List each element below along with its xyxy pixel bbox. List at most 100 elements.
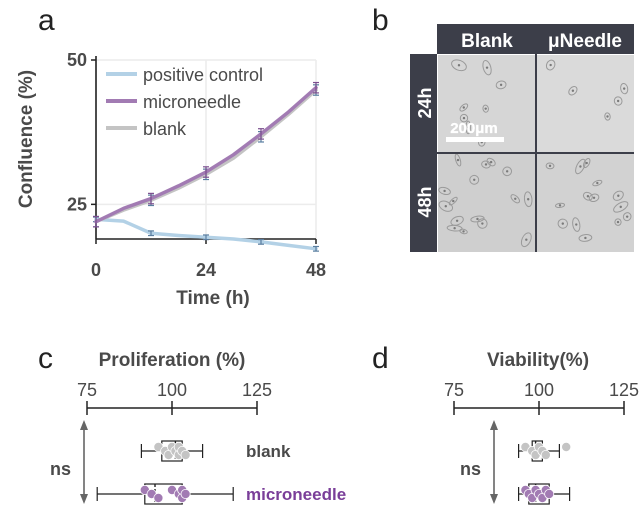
group-label-microneedle: microneedle <box>246 485 346 504</box>
panel-b: b Blank μNeedle 24h 48h 200μm <box>372 4 634 252</box>
cell-nucleus <box>584 236 587 240</box>
chart-c-plot: 75 100 125 blank microneedle ns <box>50 380 346 505</box>
box-microneedle <box>96 483 234 505</box>
cell-nucleus <box>622 87 626 90</box>
cell-outline <box>523 191 533 208</box>
cell-nucleus <box>625 215 629 218</box>
cell-nucleus <box>484 107 487 110</box>
cell-nucleus <box>484 163 488 166</box>
data-point <box>540 449 551 460</box>
cell-outline <box>454 153 462 167</box>
data-point <box>180 488 191 499</box>
cell-nucleus <box>596 181 599 185</box>
cell-nucleus <box>489 160 493 164</box>
box-group-2 <box>517 483 571 505</box>
cell-outline <box>438 200 454 212</box>
cell-nucleus <box>466 126 470 129</box>
cell-outline <box>582 191 593 201</box>
x-tick-label: 24 <box>196 260 216 280</box>
chart-c-title: Proliferation (%) <box>99 350 246 371</box>
box-blank <box>140 440 204 462</box>
x-tick-label: 48 <box>306 260 326 280</box>
cell-outline <box>486 157 496 167</box>
cell-nucleus <box>585 161 588 165</box>
cell-nucleus <box>481 222 484 225</box>
cell-nucleus <box>571 89 575 92</box>
micrograph-uneedle-48h <box>537 154 634 252</box>
cell-nucleus <box>476 217 479 221</box>
cell-nucleus <box>473 178 476 182</box>
cell-nucleus <box>443 189 446 193</box>
chart-a-legend: positive control microneedle blank <box>106 65 263 139</box>
legend-label: microneedle <box>143 92 241 112</box>
error-bar <box>148 192 154 205</box>
cell-nucleus <box>462 106 465 109</box>
x-tick-label: 0 <box>91 260 101 280</box>
cell-nucleus <box>444 204 447 208</box>
cell-nucleus <box>499 83 503 87</box>
x-tick-label: 100 <box>157 380 187 400</box>
cell-outline <box>459 113 469 123</box>
group-label-blank: blank <box>246 442 291 461</box>
error-bar <box>313 245 319 252</box>
cell-nucleus <box>617 194 620 197</box>
cell-outline <box>482 104 489 113</box>
x-tick-label: 75 <box>77 380 97 400</box>
cell-nucleus <box>455 219 459 223</box>
cell-outline <box>510 194 521 204</box>
panel-d-label: d <box>372 342 389 375</box>
cell-nucleus <box>592 196 596 200</box>
cell-outline <box>520 232 532 248</box>
cell-outline <box>614 218 622 226</box>
panel-c: c Proliferation (%) 75 100 125 blank microne… <box>38 342 346 505</box>
data-point <box>153 492 164 503</box>
significance-arrow-head-down <box>490 494 498 504</box>
cell-nucleus <box>575 223 578 226</box>
significance-label: ns <box>50 459 71 479</box>
microscopy-row-24h: 24h <box>415 87 435 118</box>
cell-nucleus <box>462 230 465 233</box>
cell-outline <box>459 103 469 112</box>
cell-outline <box>502 166 513 177</box>
micrograph-uneedle-24h <box>537 55 634 152</box>
chart-a-grid <box>95 59 317 239</box>
cell-outline <box>604 112 611 121</box>
panel-b-label: b <box>372 4 389 37</box>
cell-nucleus <box>514 197 517 200</box>
scale-bar <box>446 137 504 142</box>
cell-outline <box>495 80 507 90</box>
cell-outline <box>568 86 578 96</box>
cell-nucleus <box>619 205 622 209</box>
cell-outline <box>545 162 555 170</box>
error-bar <box>93 215 99 228</box>
chart-d-plot: 75 100 125 ns <box>444 380 639 505</box>
cell-outline <box>557 218 568 229</box>
y-tick-label: 50 <box>67 50 87 70</box>
chart-a-axes: 0 24 48 25 50 <box>67 50 326 280</box>
cell-outline <box>465 120 471 135</box>
scale-bar-label: 200μm <box>450 120 498 137</box>
cell-outline <box>451 59 467 72</box>
cell-nucleus <box>453 227 456 230</box>
error-bar <box>203 234 209 241</box>
x-tick-label: 100 <box>524 380 554 400</box>
cell-outline <box>612 190 624 201</box>
cell-outline <box>613 96 623 106</box>
cell-outline <box>545 59 556 71</box>
micrograph-cell-texture <box>438 59 632 248</box>
cell-nucleus <box>606 115 609 118</box>
cell-nucleus <box>525 238 528 241</box>
cell-outline <box>588 193 600 203</box>
cell-nucleus <box>456 158 460 162</box>
data-point <box>561 441 572 452</box>
microscopy-col-header-bg <box>437 24 634 54</box>
micrograph-blank-48h <box>438 154 535 252</box>
microscopy-col-blank: Blank <box>461 31 513 52</box>
micrograph-blank-24h <box>438 55 535 152</box>
error-bar <box>148 230 154 237</box>
significance-marker: ns <box>50 420 88 504</box>
panel-d: d Viability(%) 75 100 125 ns <box>372 342 639 505</box>
cell-outline <box>575 158 586 175</box>
significance-label: ns <box>460 459 481 479</box>
cell-nucleus <box>586 195 590 198</box>
